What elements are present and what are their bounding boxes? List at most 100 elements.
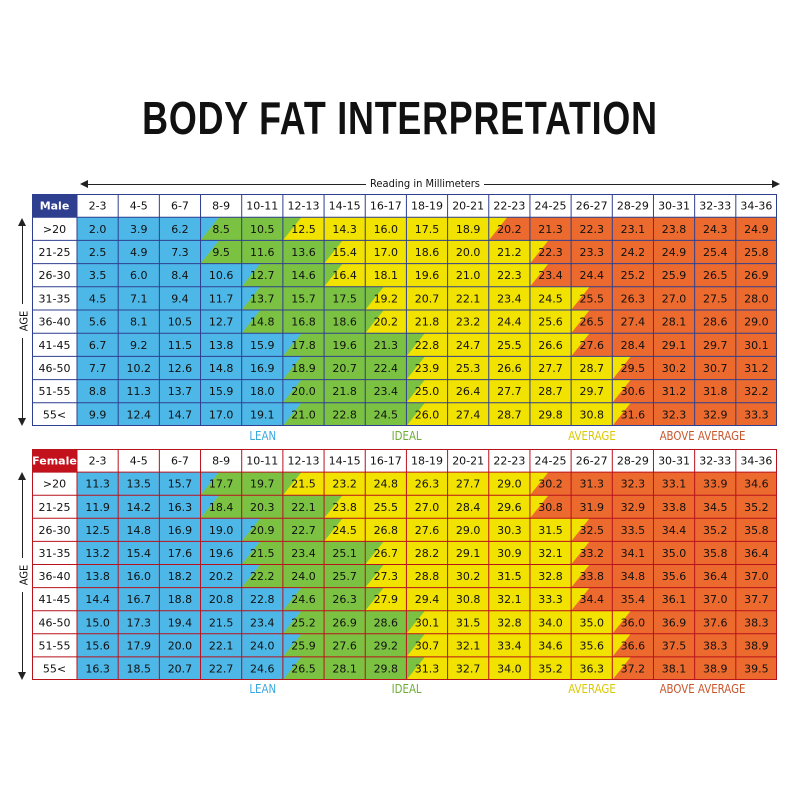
value-cell: [77, 310, 119, 334]
cell-value: 12.7: [209, 316, 234, 329]
cell-value: 36.6: [621, 639, 646, 652]
cell-value: 23.4: [497, 292, 521, 305]
value-cell: [118, 518, 160, 542]
value-cell: [488, 286, 530, 310]
value-cell: [653, 240, 695, 264]
value-cell: [118, 564, 160, 588]
male-table-svg: Male 2-3 4-5 6-7 8-9 10-11 12-13 14-15 16-17 18-1…: [32, 194, 777, 426]
row-header-cell: [32, 286, 77, 310]
band-transition: [612, 402, 631, 426]
cell-value: 34.4: [579, 593, 604, 606]
category-label-lean: LEAN: [249, 682, 276, 696]
value-cell: [118, 240, 160, 264]
value-cell: [282, 495, 325, 519]
cell-value: 17.9: [127, 639, 152, 652]
cell-value: 32.1: [456, 639, 481, 652]
cell-value: 24.5: [538, 292, 563, 305]
header-row-bg: [32, 449, 777, 473]
cell-value: 26.0: [415, 408, 440, 421]
value-cell: [365, 240, 407, 264]
cell-value: 18.2: [168, 570, 193, 583]
value-cell: [653, 541, 695, 565]
cell-value: 22.8: [250, 593, 275, 606]
cell-value: 32.3: [662, 408, 687, 421]
cell-value: 29.0: [456, 524, 481, 537]
column-header: 24-25: [535, 200, 567, 213]
cell-value: 25.0: [415, 385, 440, 398]
cell-value: 16.9: [168, 524, 193, 537]
cell-value: 28.4: [456, 501, 481, 514]
cell-value: 31.5: [538, 524, 563, 537]
value-cell: [159, 495, 201, 519]
row-header: 36-40: [39, 316, 71, 329]
band-transition: [612, 356, 631, 380]
cell-value: 33.2: [579, 547, 604, 560]
value-cell: [447, 356, 489, 380]
value-cell: [282, 263, 325, 287]
cell-value: 22.4: [374, 362, 399, 375]
cell-value: 35.2: [538, 662, 563, 675]
value-cell: [653, 263, 695, 287]
cell-value: 17.5: [332, 292, 357, 305]
value-cell: [159, 518, 201, 542]
value-cell: [447, 472, 489, 496]
value-cell: [159, 217, 201, 241]
cell-value: 24.5: [332, 524, 357, 537]
cell-value: 28.1: [332, 662, 357, 675]
value-cell: [241, 240, 283, 264]
value-cell: [241, 656, 283, 680]
value-cell: [159, 402, 201, 426]
cell-value: 8.8: [89, 385, 107, 398]
column-header: 26-27: [576, 455, 608, 468]
cell-value: 37.0: [744, 570, 769, 583]
band-transition: [529, 472, 549, 496]
value-cell: [735, 240, 777, 264]
cell-value: 30.2: [456, 570, 481, 583]
value-cell: [200, 310, 242, 334]
value-cell: [735, 263, 777, 287]
cell-value: 32.1: [497, 593, 521, 606]
column-header: 16-17: [370, 200, 402, 213]
band-transition: [571, 333, 590, 357]
cell-value: 16.4: [332, 269, 357, 282]
value-cell: [241, 633, 283, 657]
cell-value: 28.2: [415, 547, 440, 560]
cell-value: 9.4: [171, 292, 189, 305]
value-cell: [488, 495, 530, 519]
column-header: 14-15: [329, 200, 361, 213]
cell-value: 33.4: [497, 639, 521, 652]
cell-value: 27.7: [497, 385, 521, 398]
value-cell: [653, 472, 695, 496]
cell-value: 25.3: [456, 362, 481, 375]
cell-value: 10.2: [127, 362, 152, 375]
cell-value: 29.2: [374, 639, 399, 652]
cell-value: 26.4: [456, 385, 481, 398]
cell-value: 15.4: [332, 246, 357, 259]
value-cell: [200, 587, 242, 611]
value-cell: [653, 379, 695, 403]
cell-value: 28.1: [662, 316, 687, 329]
cell-value: 6.0: [130, 269, 148, 282]
cell-value: 11.3: [85, 478, 110, 491]
value-cell: [365, 633, 407, 657]
row-header-cell: [32, 656, 77, 680]
row-header-cell: [32, 356, 77, 380]
value-cell: [324, 472, 366, 496]
cell-value: 25.7: [332, 570, 357, 583]
row-header: 31-35: [39, 547, 71, 560]
cell-value: 29.8: [374, 662, 399, 675]
cell-value: 38.1: [662, 662, 687, 675]
value-cell: [529, 333, 572, 357]
cell-value: 18.4: [209, 501, 234, 514]
cell-value: 23.4: [250, 616, 275, 629]
value-cell: [324, 402, 366, 426]
band-transition: [282, 472, 302, 496]
cell-value: 2.5: [89, 246, 107, 259]
cell-value: 25.2: [291, 616, 316, 629]
band-transition: [406, 379, 425, 403]
value-cell: [159, 310, 201, 334]
cell-value: 34.0: [497, 662, 521, 675]
value-cell: [324, 656, 366, 680]
cell-value: 32.7: [456, 662, 481, 675]
cell-value: 16.0: [127, 570, 152, 583]
